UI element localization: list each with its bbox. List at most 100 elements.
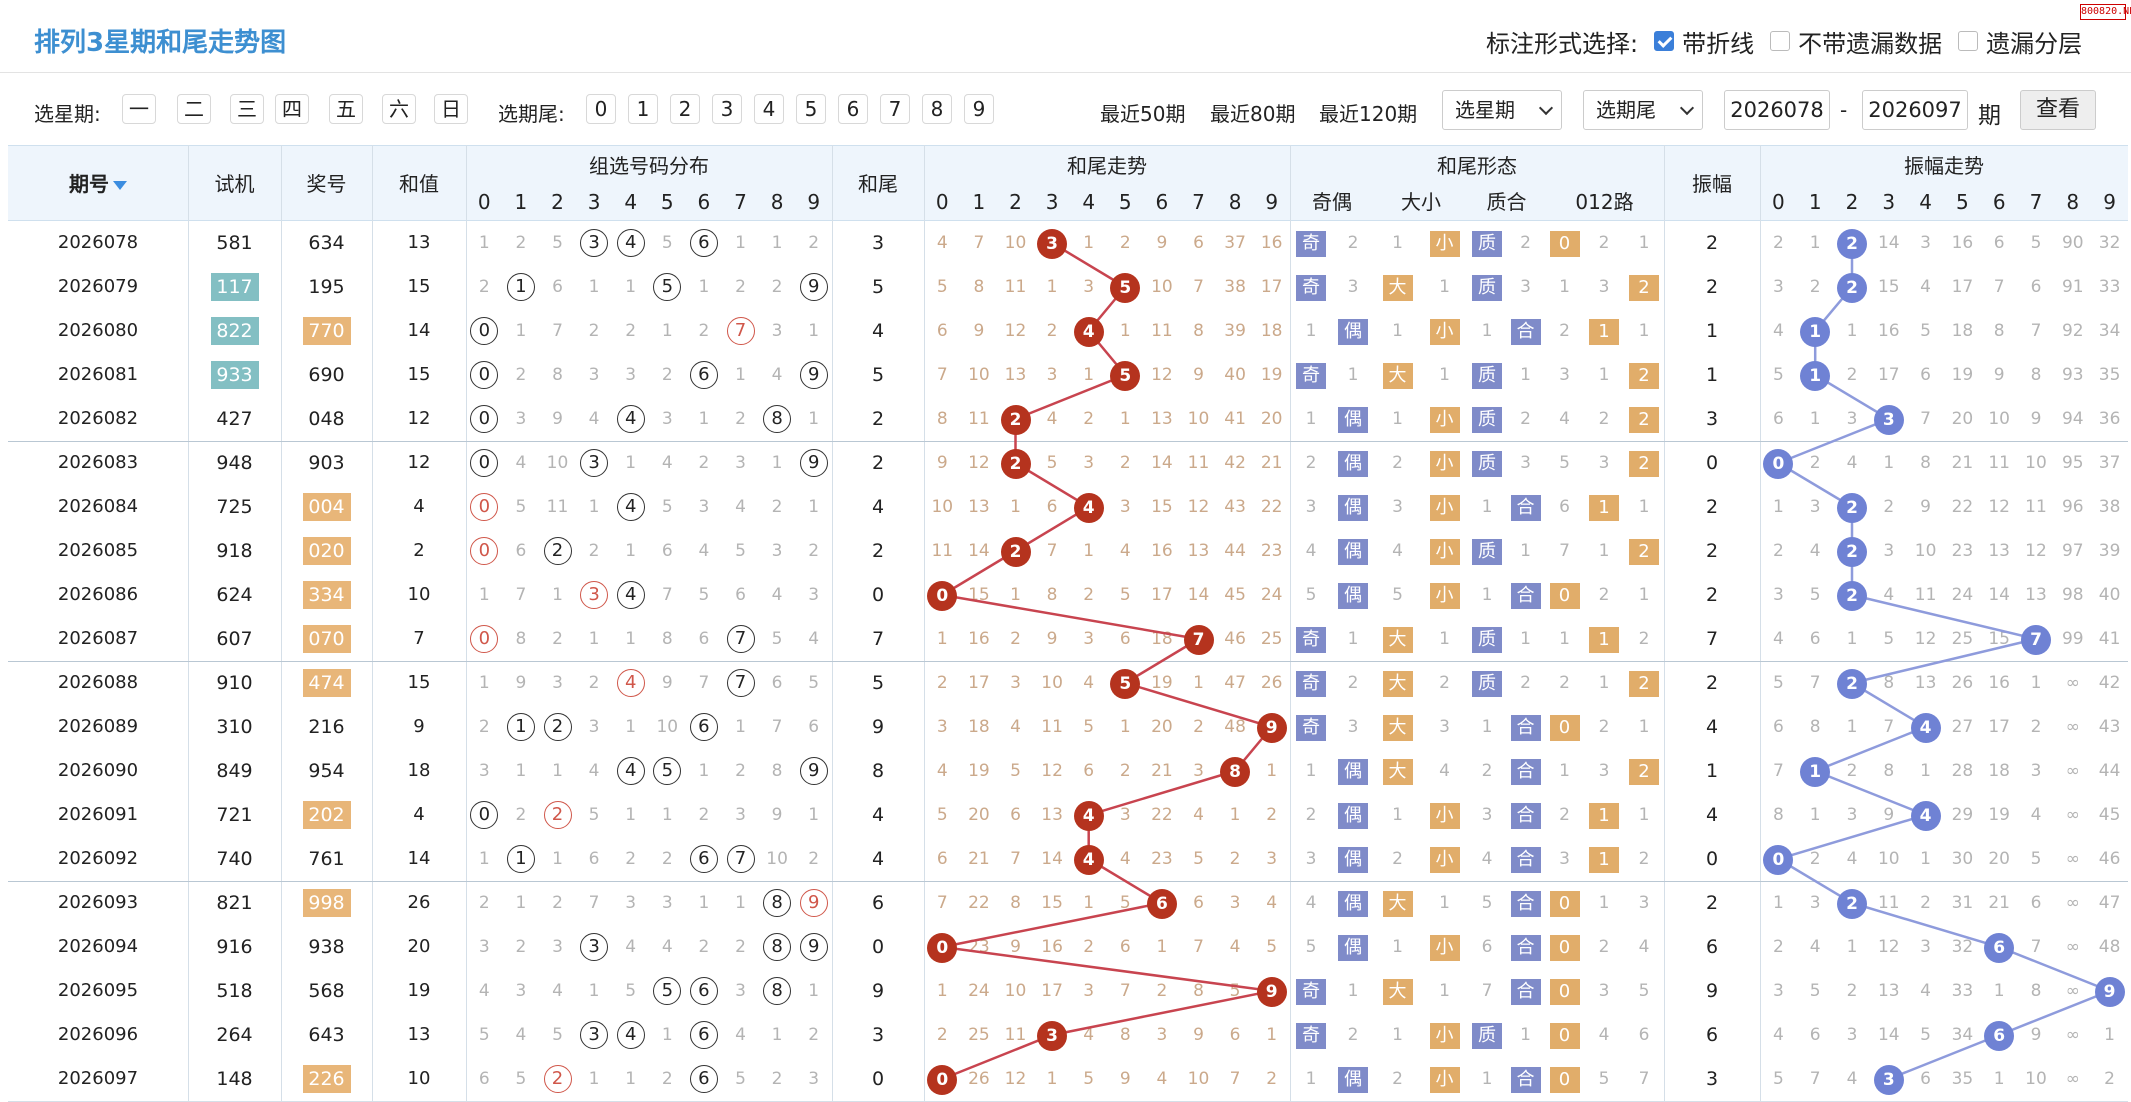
group-miss-value: 8	[771, 761, 783, 781]
tail-form-miss: 1	[1481, 1069, 1493, 1089]
group-digit-circle: 3	[580, 229, 609, 257]
tail-form-badge: 2	[1629, 407, 1659, 433]
issue-header[interactable]: 期号	[8, 146, 188, 222]
tail-button-4[interactable]: 4	[754, 94, 784, 124]
amp-trend-miss: ∞	[2065, 981, 2080, 1001]
tail-button-2[interactable]: 2	[670, 94, 700, 124]
amp-trend-miss: 4	[1772, 321, 1784, 341]
tail-form-miss: 1	[1520, 365, 1531, 385]
tail-select[interactable]: 选期尾	[1583, 90, 1703, 130]
tail-trend-miss: 15	[968, 585, 990, 605]
tail-trend-miss: 8	[1010, 893, 1021, 913]
amp-trend-miss: 18	[1951, 321, 1974, 341]
trial-number: 310	[216, 716, 253, 738]
with-line-checkbox[interactable]	[1654, 31, 1675, 51]
tail-header: 和尾	[858, 172, 898, 196]
group-miss-value: 5	[515, 1069, 527, 1089]
tail-trend-miss: 7	[936, 365, 948, 385]
week-select[interactable]: 选星期	[1442, 90, 1562, 130]
week-button-6[interactable]: 六	[382, 94, 416, 124]
recent-120-link[interactable]: 最近120期	[1319, 102, 1418, 126]
award-number: 048	[308, 408, 345, 430]
group-miss-value: 4	[478, 981, 490, 1001]
tail-button-7[interactable]: 7	[880, 94, 910, 124]
query-button[interactable]: 查看	[2020, 90, 2096, 130]
tail-button-3[interactable]: 3	[712, 94, 742, 124]
tail-trend-miss: 3	[1010, 673, 1021, 693]
tail-button-0[interactable]: 0	[586, 94, 616, 124]
amp-trend-miss: 3	[1809, 893, 1821, 913]
group-digit-header-6: 6	[697, 190, 711, 214]
week-button-1[interactable]: 一	[122, 94, 156, 124]
tail-trend-miss: 2	[1083, 409, 1095, 429]
tail-form-badge: 偶	[1338, 583, 1368, 609]
tail-form-miss: 1	[1439, 893, 1450, 913]
tail-button-6[interactable]: 6	[838, 94, 868, 124]
miss-layer-checkbox[interactable]	[1958, 31, 1979, 51]
group-miss-value: 1	[661, 321, 673, 341]
award-cell: 195	[281, 265, 372, 309]
tail-value-cell: 5	[871, 364, 885, 386]
amp-trend-miss: 9	[1993, 365, 2005, 385]
group-miss-value: 5	[661, 233, 673, 253]
with-line-option[interactable]: 带折线	[1654, 24, 1754, 59]
amp-trend-miss: 2	[1772, 541, 1784, 561]
tail-button-9[interactable]: 9	[964, 94, 994, 124]
trial-number: 948	[216, 452, 253, 474]
tail-form-miss: 3	[1305, 849, 1317, 869]
tail-trend-miss: 3	[1119, 805, 1131, 825]
tail-button-5[interactable]: 5	[796, 94, 826, 124]
miss-layer-option[interactable]: 遗漏分层	[1958, 24, 2082, 59]
week-button-3[interactable]: 三	[230, 94, 264, 124]
tt-digit-header-4: 4	[1082, 190, 1096, 214]
week-button-2[interactable]: 二	[177, 94, 211, 124]
no-miss-option[interactable]: 不带遗漏数据	[1770, 24, 1942, 59]
trial-cell: 148	[188, 1057, 281, 1101]
group-miss-value: 5	[735, 1069, 746, 1089]
trial-number: 721	[216, 804, 253, 826]
tail-trend-miss: 9	[936, 453, 948, 473]
tail-form-badge: 偶	[1338, 847, 1368, 873]
tail-trend-miss: 1	[1083, 893, 1095, 913]
table-row: 2026083 948 903 12 0 4 10 3 1 4 2 3 1 9 2 9 12 2 5 3 2 14 11 42…	[8, 441, 2128, 485]
group-miss-value: 3	[735, 805, 746, 825]
sum-cell: 26	[407, 892, 431, 913]
sum-cell: 15	[407, 672, 431, 693]
group-digit-circle: 6	[689, 845, 718, 873]
tail-form-miss: 2	[1598, 233, 1610, 253]
tail-button-8[interactable]: 8	[922, 94, 952, 124]
award-number: 634	[308, 232, 345, 254]
amp-trend-miss: 43	[2098, 717, 2121, 737]
tail-trend-miss: 6	[1046, 497, 1058, 517]
table-row: 2026089 310 216 9 2 1 2 3 1 10 6 1 7 6 9 3 18 4 11 5 1 20 2 48 9…	[8, 705, 2128, 749]
amp-trend-miss: 45	[2098, 805, 2121, 825]
amp-trend-ball: 4	[1910, 801, 1941, 831]
award-number: 954	[308, 760, 345, 782]
tail-form-miss: 3	[1598, 453, 1610, 473]
week-button-5[interactable]: 五	[329, 94, 363, 124]
tail-trend-miss: 4	[1119, 849, 1131, 869]
amp-trend-miss: 44	[2098, 761, 2121, 781]
amp-trend-ball: 2	[1837, 493, 1867, 523]
end-issue-input[interactable]	[1862, 90, 1968, 130]
amp-trend-miss: 95	[2061, 453, 2084, 473]
tail-trend-miss: 10	[931, 497, 954, 517]
week-button-4[interactable]: 四	[275, 94, 309, 124]
recent-50-link[interactable]: 最近50期	[1100, 102, 1186, 126]
amp-trend-miss: 4	[1846, 453, 1858, 473]
amp-trend-miss: 12	[1988, 497, 2010, 517]
tail-button-1[interactable]: 1	[628, 94, 658, 124]
recent-80-link[interactable]: 最近80期	[1210, 102, 1296, 126]
award-number: 690	[308, 364, 345, 386]
group-digit-circle: 3	[580, 1021, 609, 1049]
tail-trend-miss: 3	[936, 717, 948, 737]
week-button-7[interactable]: 日	[434, 94, 468, 124]
group-miss-value: 6	[771, 673, 783, 693]
start-issue-input[interactable]	[1724, 90, 1830, 130]
form-sub-header-2: 大小	[1401, 190, 1441, 214]
tail-trend-miss: 11	[1151, 321, 1173, 341]
tail-trend-miss: 7	[1193, 277, 1204, 297]
no-miss-checkbox[interactable]	[1770, 31, 1791, 51]
group-miss-value: 7	[771, 717, 783, 737]
tail-form-miss: 1	[1598, 365, 1610, 385]
